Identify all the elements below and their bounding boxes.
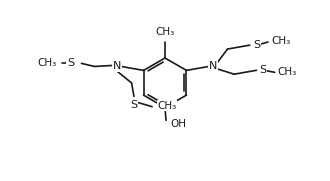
- Text: N: N: [209, 62, 217, 71]
- Text: CH₃: CH₃: [278, 67, 297, 77]
- Text: CH₃: CH₃: [37, 58, 56, 68]
- Text: CH₃: CH₃: [271, 36, 290, 46]
- Text: CH₃: CH₃: [157, 101, 177, 111]
- Text: S: S: [260, 65, 267, 75]
- Text: N: N: [113, 62, 121, 71]
- Text: S: S: [130, 100, 138, 110]
- Text: CH₃: CH₃: [155, 27, 175, 37]
- Text: S: S: [67, 58, 74, 68]
- Text: OH: OH: [170, 119, 186, 129]
- Text: S: S: [253, 40, 260, 50]
